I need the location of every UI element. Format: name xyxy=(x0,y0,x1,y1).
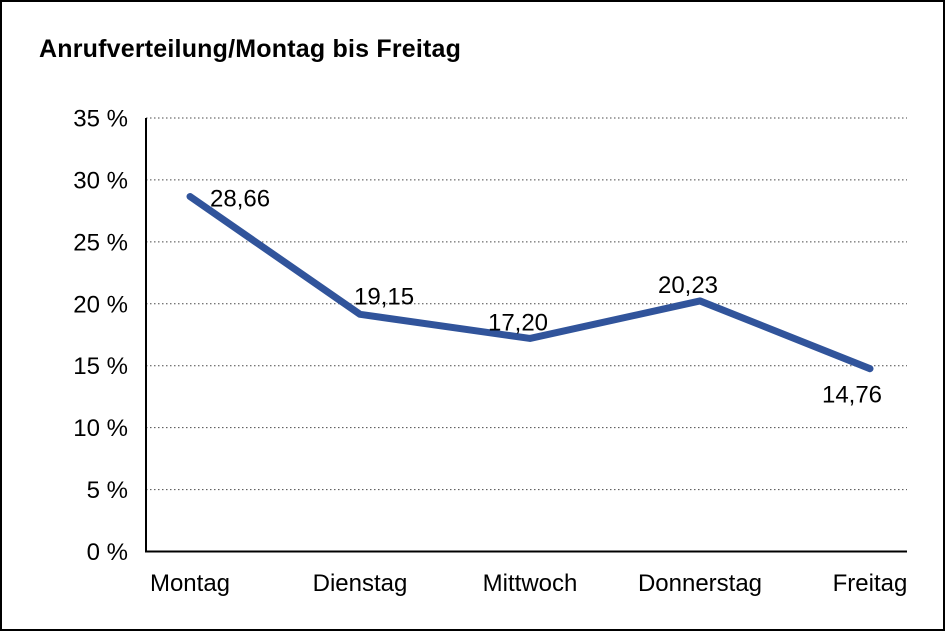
y-tick-label: 30 % xyxy=(73,167,128,194)
x-category-label: Freitag xyxy=(833,570,908,597)
chart-title: Anrufverteilung/Montag bis Freitag xyxy=(39,35,462,63)
x-category-label: Mittwoch xyxy=(483,570,578,597)
data-point-label: 17,20 xyxy=(488,309,548,336)
y-tick-label: 25 % xyxy=(73,229,128,256)
data-point-label: 19,15 xyxy=(354,283,414,310)
data-point-label: 14,76 xyxy=(822,382,882,409)
x-category-label: Dienstag xyxy=(313,570,408,597)
y-tick-label: 5 % xyxy=(87,477,128,504)
y-tick-label: 10 % xyxy=(73,415,128,442)
y-tick-label: 15 % xyxy=(73,353,128,380)
x-category-label: Donnerstag xyxy=(638,570,762,597)
y-tick-label: 0 % xyxy=(87,539,128,566)
y-tick-label: 20 % xyxy=(73,291,128,318)
data-point-label: 28,66 xyxy=(210,186,270,213)
x-category-label: Montag xyxy=(150,570,230,597)
y-tick-label: 35 % xyxy=(73,106,128,133)
data-series-line xyxy=(186,193,874,373)
data-point-label: 20,23 xyxy=(658,272,718,299)
